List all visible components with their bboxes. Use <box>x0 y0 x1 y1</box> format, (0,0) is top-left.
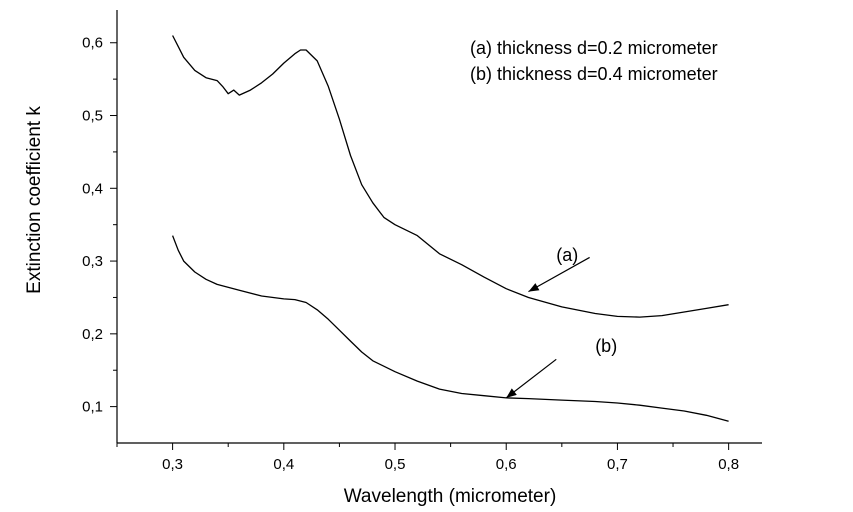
x-tick-label: 0,6 <box>496 456 517 473</box>
x-tick-label: 0,8 <box>718 456 739 473</box>
legend: (a) thickness d=0.2 micrometer (b) thick… <box>470 38 718 84</box>
y-axis-title: Extinction coefficient k <box>24 106 45 294</box>
annotation-arrowhead-a <box>528 283 540 292</box>
series-line-a <box>172 35 729 318</box>
annotation-arrow-b <box>505 358 557 399</box>
annotation-arrow-a <box>528 256 590 293</box>
x-tick-label: 0,7 <box>607 456 628 473</box>
annotation-arrowhead-b <box>506 388 517 398</box>
series <box>171 35 729 422</box>
annotation-label-b: (b) <box>595 336 617 356</box>
y-tick-label: 0,4 <box>82 180 103 197</box>
legend-entry-a: (a) thickness d=0.2 micrometer <box>470 38 718 58</box>
x-axis-title: Wavelength (micrometer) <box>344 486 557 507</box>
axes <box>116 10 762 444</box>
legend-entry-b: (b) thickness d=0.4 micrometer <box>470 64 718 84</box>
y-tick-label: 0,6 <box>82 35 103 52</box>
ticks: 0,3 0,4 0,5 0,6 0,7 0,8 0,1 0,2 0,3 0,4 0,5 0,6 <box>82 35 739 473</box>
x-tick-label: 0,5 <box>385 456 406 473</box>
y-tick-label: 0,2 <box>82 326 103 343</box>
annotations: (a) (b) <box>505 245 617 399</box>
y-tick-label: 0,5 <box>82 108 103 125</box>
x-tick-label: 0,3 <box>162 456 183 473</box>
y-tick-label: 0,1 <box>82 399 103 416</box>
annotation-label-a: (a) <box>556 245 578 265</box>
x-tick-label: 0,4 <box>273 456 294 473</box>
y-tick-label: 0,3 <box>82 253 103 270</box>
series-line-b <box>171 235 729 422</box>
